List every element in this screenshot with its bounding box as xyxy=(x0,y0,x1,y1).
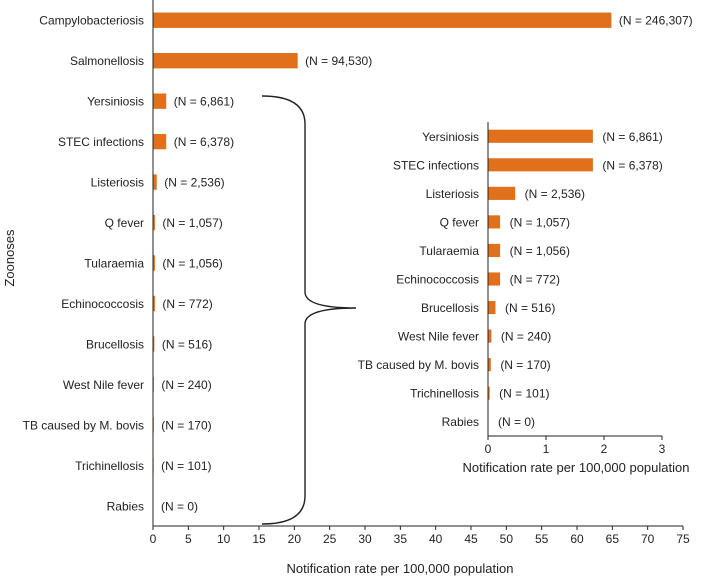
main-x-tick-label: 35 xyxy=(394,532,408,546)
grouping-brace xyxy=(261,95,357,525)
main-bar xyxy=(153,214,155,231)
main-bar xyxy=(153,295,155,312)
inset-bar-annotation: (N = 516) xyxy=(505,301,555,315)
inset-x-tick-label: 2 xyxy=(601,442,608,456)
main-bar-annotation: (N = 2,536) xyxy=(164,176,224,190)
main-y-axis-label: Zoonoses xyxy=(2,229,17,287)
inset-category-label: Brucellosis xyxy=(421,301,479,315)
main-category-label: Brucellosis xyxy=(86,337,144,351)
main-bar xyxy=(153,53,298,69)
main-x-tick-label: 75 xyxy=(676,532,690,546)
main-x-tick-label: 5 xyxy=(185,532,192,546)
inset-bar-annotation: (N = 1,057) xyxy=(510,215,570,229)
inset-bar xyxy=(488,215,501,229)
inset-category-label: TB caused by M. bovis xyxy=(358,358,479,372)
main-category-label: Campylobacteriosis xyxy=(39,14,144,28)
inset-bar-annotation: (N = 772) xyxy=(510,273,560,287)
main-x-tick-label: 15 xyxy=(252,532,266,546)
inset-bar-annotation: (N = 6,378) xyxy=(602,158,662,172)
main-bar-annotation: (N = 0) xyxy=(161,499,198,513)
main-category-label: STEC infections xyxy=(58,135,144,149)
main-bar-annotation: (N = 1,057) xyxy=(162,216,222,230)
main-x-tick-label: 10 xyxy=(217,532,231,546)
inset-bar xyxy=(488,243,501,258)
main-category-label: Salmonellosis xyxy=(70,54,144,68)
inset-x-axis-label: Notification rate per 100,000 population xyxy=(463,460,690,475)
inset-category-label: Tularaemia xyxy=(419,244,479,258)
main-bar xyxy=(153,93,167,109)
main-bar xyxy=(153,336,155,352)
main-category-label: Q fever xyxy=(105,216,144,230)
inset-bar-annotation: (N = 101) xyxy=(499,387,549,401)
inset-category-label: West Nile fever xyxy=(398,330,479,344)
main-bar-annotation: (N = 772) xyxy=(162,297,212,311)
inset-bar xyxy=(488,358,491,372)
main-x-tick-label: 65 xyxy=(606,532,620,546)
main-x-tick-label: 0 xyxy=(150,532,157,546)
main-x-tick-label: 20 xyxy=(288,532,302,546)
main-category-label: Listeriosis xyxy=(91,176,144,190)
main-x-tick-label: 25 xyxy=(323,532,337,546)
main-category-label: Echinococcosis xyxy=(61,297,144,311)
main-x-tick-label: 50 xyxy=(500,532,514,546)
inset-bar xyxy=(488,386,490,400)
inset-bar xyxy=(488,329,492,343)
inset-bar-annotation: (N = 0) xyxy=(498,415,535,429)
inset-bar-annotation: (N = 2,536) xyxy=(525,187,585,201)
main-bar-annotation: (N = 246,307) xyxy=(619,14,693,28)
main-category-label: Trichinellosis xyxy=(75,459,144,473)
inset-bar-annotation: (N = 6,861) xyxy=(602,130,662,144)
inset-x-tick-label: 3 xyxy=(659,442,666,456)
main-x-tick-label: 55 xyxy=(535,532,549,546)
inset-category-label: Listeriosis xyxy=(426,187,479,201)
main-plot: 0 5 10 15 20 25 30 35 40 45 50 55 60 65 70 75Campylobac… xyxy=(23,0,693,546)
main-x-tick-label: 60 xyxy=(570,532,584,546)
main-bar-annotation: (N = 170) xyxy=(161,418,211,432)
inset-category-label: Echinococcosis xyxy=(396,273,479,287)
main-x-tick-label: 40 xyxy=(429,532,443,546)
main-category-label: Rabies xyxy=(107,499,144,513)
main-x-axis-label: Notification rate per 100,000 population xyxy=(287,561,514,576)
inset-bar xyxy=(488,158,593,172)
inset-x-tick-label: 0 xyxy=(485,442,492,456)
main-bar-annotation: (N = 6,861) xyxy=(174,95,234,109)
inset-category-label: Q fever xyxy=(440,215,479,229)
main-bar-annotation: (N = 94,530) xyxy=(305,54,372,68)
main-x-tick-label: 30 xyxy=(358,532,372,546)
main-bar xyxy=(153,255,155,271)
inset-bar-annotation: (N = 240) xyxy=(501,330,551,344)
main-category-label: Tularaemia xyxy=(84,257,144,271)
main-category-label: West Nile fever xyxy=(63,378,144,392)
main-bar xyxy=(153,12,612,28)
inset-bar xyxy=(488,186,516,200)
inset-category-label: STEC infections xyxy=(393,158,479,172)
main-bar-annotation: (N = 6,378) xyxy=(174,135,234,149)
inset-bar xyxy=(488,272,501,286)
main-bar-annotation: (N = 240) xyxy=(161,378,211,392)
inset-category-label: Trichinellosis xyxy=(410,387,479,401)
main-bar xyxy=(153,174,157,190)
main-category-label: TB caused by M. bovis xyxy=(23,418,144,432)
main-bar xyxy=(153,133,167,150)
inset-x-tick-label: 1 xyxy=(543,442,550,456)
inset-category-label: Yersiniosis xyxy=(422,130,479,144)
main-bar-annotation: (N = 516) xyxy=(162,337,212,351)
inset-bar-annotation: (N = 1,056) xyxy=(510,244,570,258)
main-category-label: Yersiniosis xyxy=(87,95,144,109)
main-x-tick-label: 70 xyxy=(641,532,655,546)
inset-plot: 0 1 2 3 Yersiniosis (N = 6,861) STEC infection… xyxy=(358,122,666,456)
main-bar-annotation: (N = 101) xyxy=(161,459,211,473)
inset-bar-annotation: (N = 170) xyxy=(500,358,550,372)
main-bar-annotation: (N = 1,056) xyxy=(162,257,222,271)
main-x-tick-label: 45 xyxy=(464,532,478,546)
inset-bar xyxy=(488,300,496,315)
inset-category-label: Rabies xyxy=(442,415,479,429)
inset-bar xyxy=(488,129,593,143)
